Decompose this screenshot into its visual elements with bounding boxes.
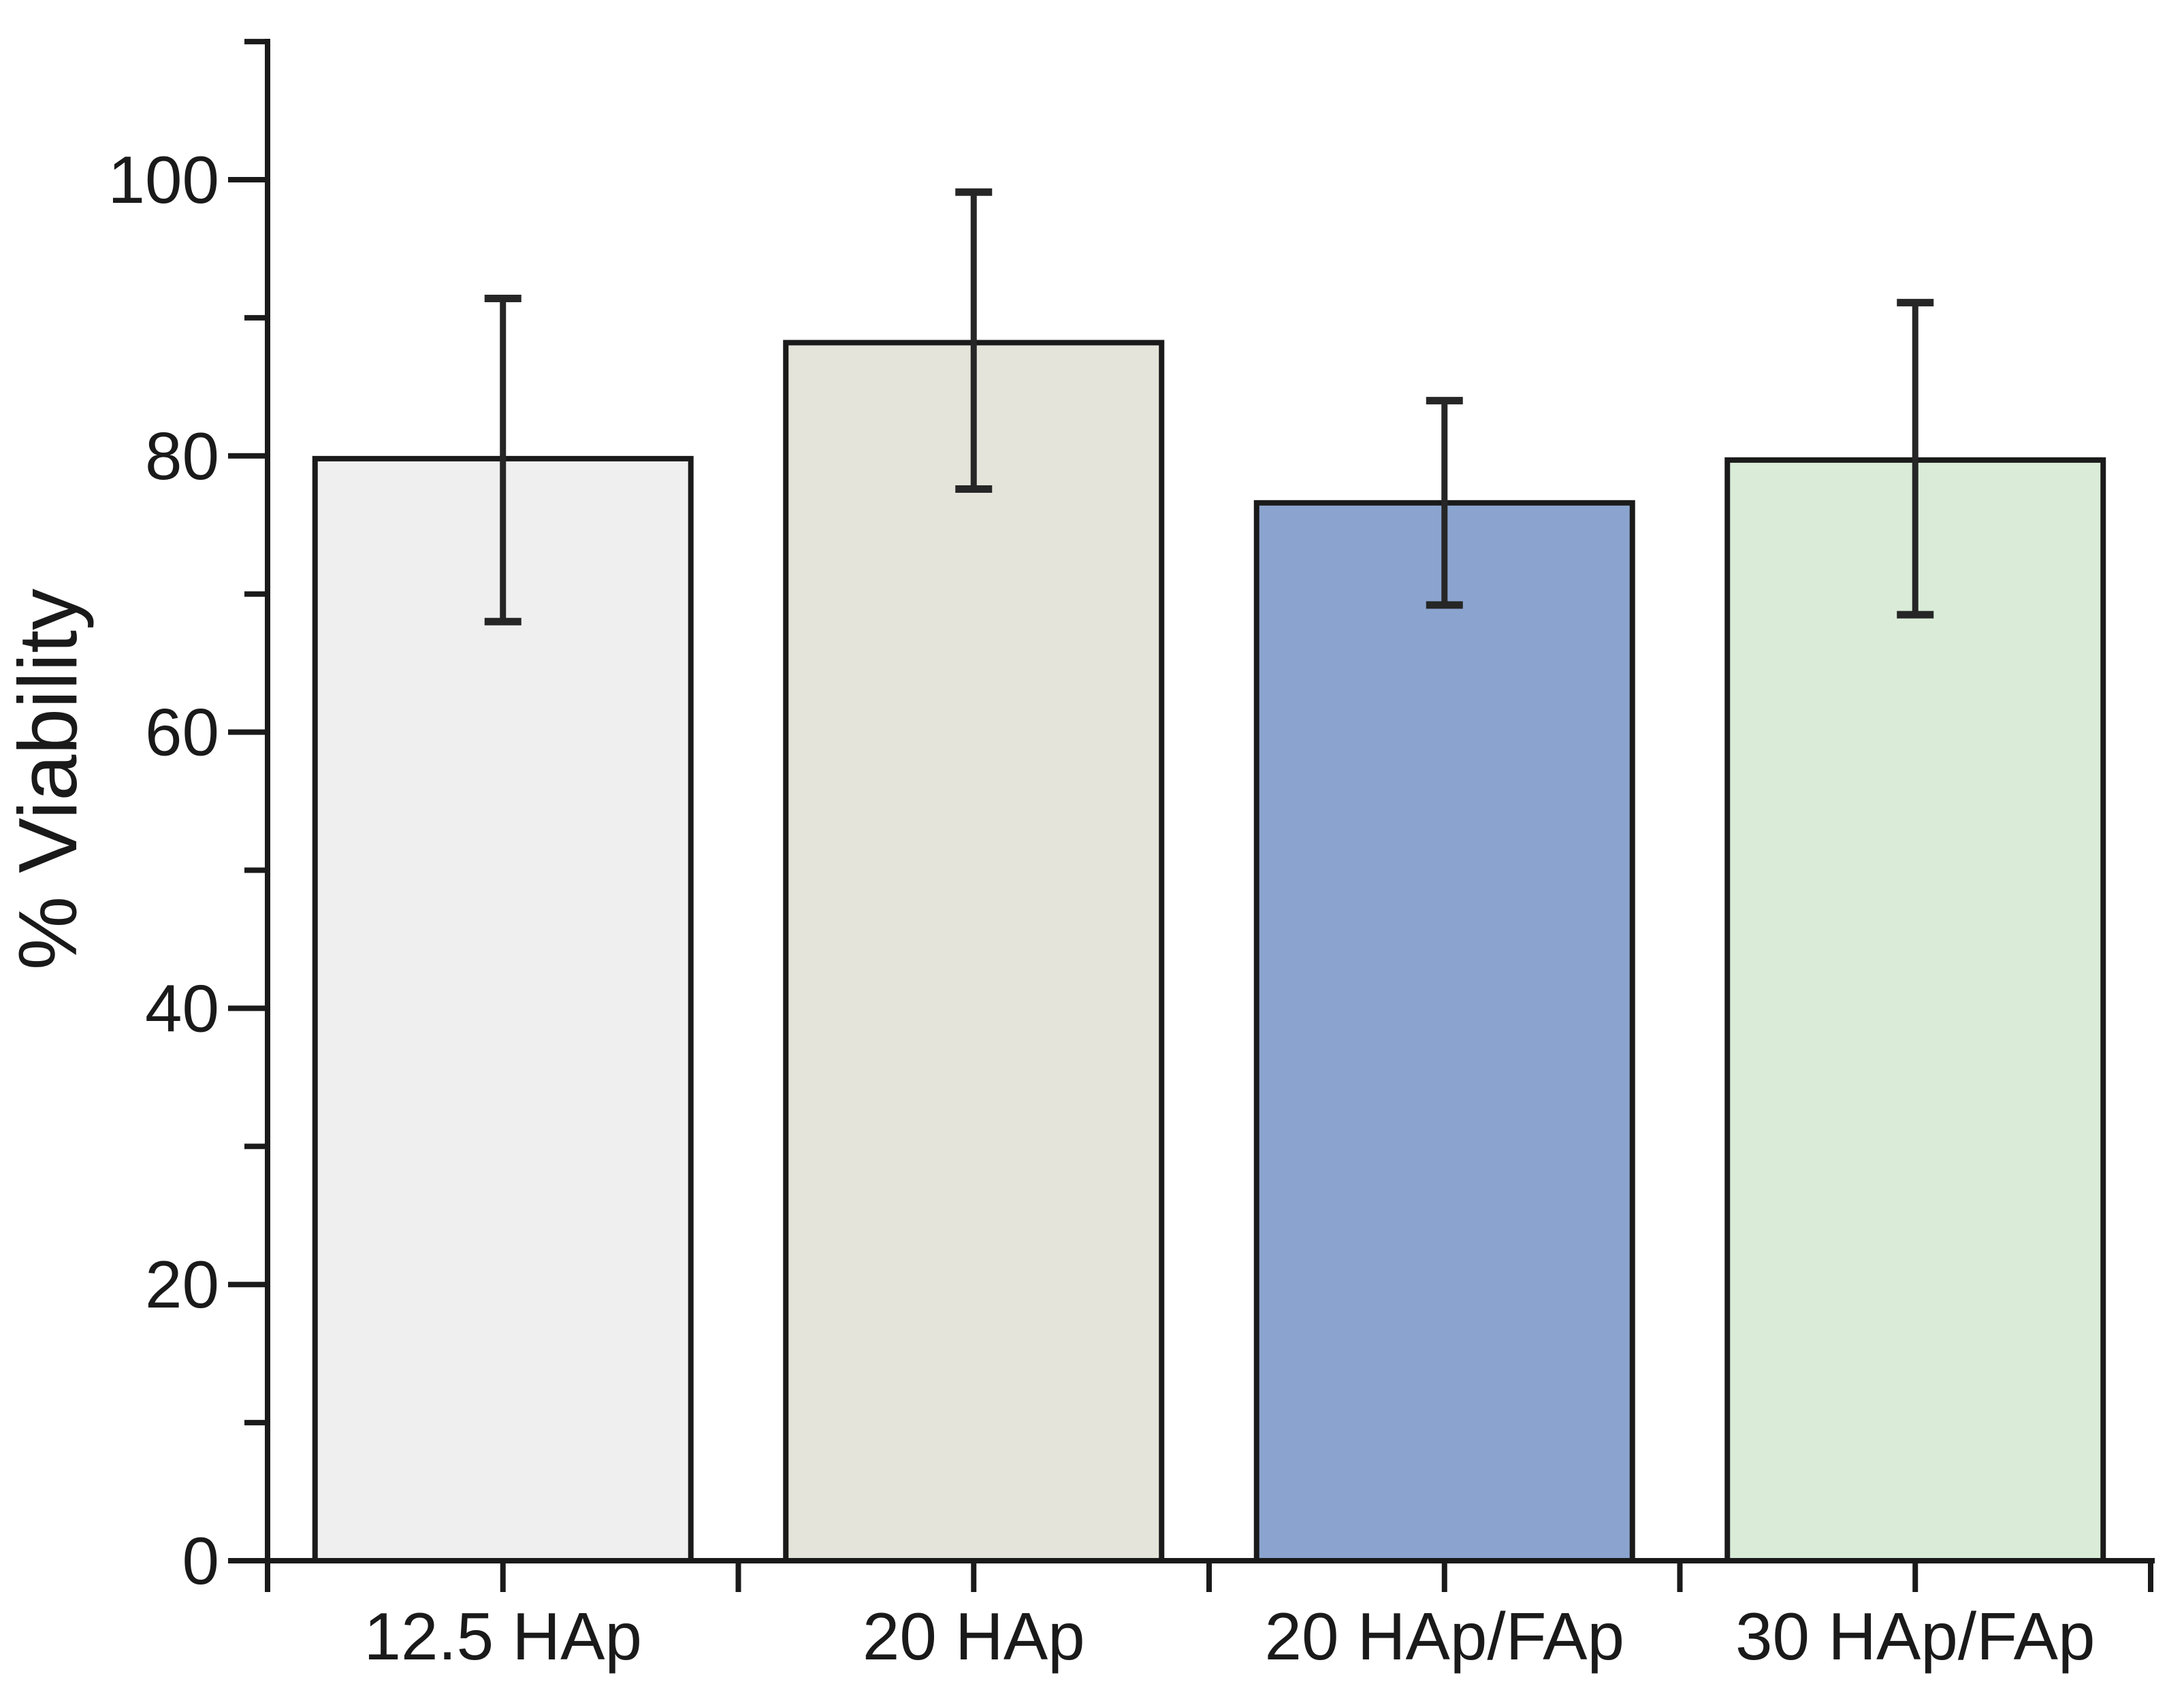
bar-12.5-hap xyxy=(312,455,694,1563)
y-tick-label: 80 xyxy=(145,419,219,493)
error-bar xyxy=(484,294,521,626)
bar-20-hap-fap xyxy=(1253,500,1635,1563)
error-bar xyxy=(1426,397,1463,609)
x-category-label: 12.5 HAp xyxy=(364,1599,642,1674)
x-category-label: 30 HAp/FAp xyxy=(1735,1599,2095,1674)
y-tick-label: 60 xyxy=(145,695,219,770)
error-bar xyxy=(1897,299,1934,619)
bar-30-hap-fap xyxy=(1724,457,2106,1564)
error-bar xyxy=(955,188,993,493)
y-tick-label: 100 xyxy=(108,142,219,217)
bar-series xyxy=(312,188,2106,1564)
y-tick-label: 40 xyxy=(145,971,219,1045)
bar-20-hap xyxy=(783,340,1165,1563)
x-category-label: 20 HAp xyxy=(863,1599,1085,1674)
y-tick-label: 20 xyxy=(145,1247,219,1322)
x-category-label: 20 HAp/FAp xyxy=(1265,1599,1624,1674)
y-tick-label: 0 xyxy=(182,1523,219,1598)
y-axis-title: % Viability xyxy=(1,589,94,971)
